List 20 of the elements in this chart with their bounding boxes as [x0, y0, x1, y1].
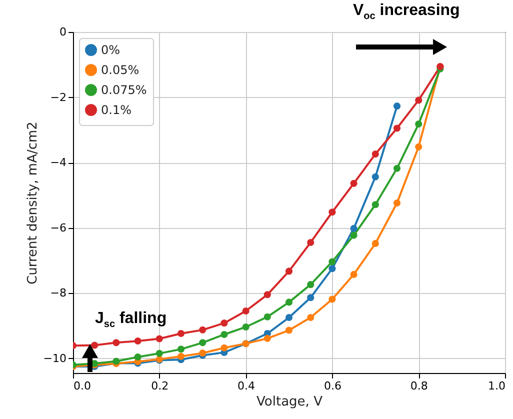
x-tick-label: 0.2: [151, 380, 169, 392]
y-tick-label: −2: [50, 90, 66, 104]
y-tick-label: −4: [50, 156, 66, 170]
legend-label: 0.075%: [101, 83, 147, 97]
x-tick-label: 0.0: [74, 380, 91, 392]
y-tick-label: −6: [50, 221, 66, 234]
y-tick-label: 0: [60, 26, 66, 38]
legend-label: 0.05%: [101, 63, 140, 77]
legend-label: 0%: [101, 43, 120, 57]
x-axis-title: Voltage, V: [256, 394, 323, 410]
x-tick-label: 0.4: [238, 380, 256, 392]
annotation: J$_{sc}$ falling: [95, 310, 167, 330]
x-tick-label: 0.8: [410, 380, 428, 392]
text: V$_{oc}$ increasing: [353, 2, 460, 22]
y-tick-label: −8: [50, 286, 66, 300]
x-tick-label: 1.0: [488, 380, 506, 392]
y-axis-title: Current density, mA/cm2: [25, 122, 40, 284]
legend-label: 0.1%: [101, 103, 132, 117]
y-tick-label: −10: [43, 352, 66, 365]
x-tick-label: 0.6: [324, 380, 342, 392]
